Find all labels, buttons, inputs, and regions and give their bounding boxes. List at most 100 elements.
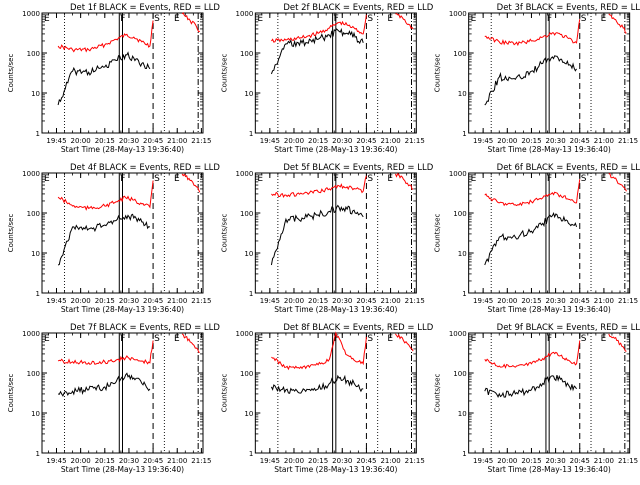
x-tick-label: 19:45 <box>46 137 66 145</box>
x-tick-label: 20:45 <box>143 137 163 145</box>
x-tick-label: 21:15 <box>618 137 638 145</box>
y-tick-label: 1000 <box>236 10 254 18</box>
x-tick-label: 21:15 <box>405 457 425 465</box>
y-tick-label: 100 <box>27 50 40 58</box>
y-tick-label: 1000 <box>236 330 254 338</box>
x-tick-label: 21:15 <box>405 137 425 145</box>
x-tick-label: 20:30 <box>546 297 566 305</box>
x-tick-label: 20:15 <box>521 297 541 305</box>
events-series-line <box>57 51 151 106</box>
chart-title: Det 5f BLACK = Events, RED = LLD <box>283 163 433 173</box>
panel-det-9: Det 9f BLACK = Events, RED = LLD 1 10 100 10… <box>434 323 640 474</box>
chart-title: Det 7f BLACK = Events, RED = LLD <box>70 323 220 333</box>
x-tick-label: 20:45 <box>143 297 163 305</box>
y-axis-label: Counts/sec <box>220 374 228 413</box>
x-tick-label: 20:45 <box>570 137 590 145</box>
interval-marker-label: E <box>257 334 263 344</box>
y-tick-label: 10 <box>458 90 467 98</box>
x-tick-label: 20:00 <box>497 297 517 305</box>
interval-marker-label: E <box>471 174 477 184</box>
interval-marker-label: S <box>154 174 160 184</box>
x-tick-label: 20:30 <box>546 457 566 465</box>
lld-series-line <box>484 19 581 47</box>
x-tick-label: 20:45 <box>570 457 590 465</box>
x-tick-label: 20:00 <box>284 457 304 465</box>
x-tick-label: 20:15 <box>521 137 541 145</box>
x-tick-label: 20:45 <box>570 297 590 305</box>
interval-marker-label: S <box>581 14 587 24</box>
x-tick-label: 20:15 <box>95 297 115 305</box>
x-axis-label: Start Time (28-May-13 19:36:40) <box>274 305 397 314</box>
x-tick-label: 20:30 <box>119 457 139 465</box>
interval-marker-label: F <box>547 14 552 24</box>
y-tick-label: 1000 <box>449 170 467 178</box>
x-tick-label: 21:00 <box>167 137 187 145</box>
y-tick-label: 100 <box>453 50 466 58</box>
interval-marker-label: S <box>581 174 587 184</box>
x-tick-label: 20:45 <box>143 457 163 465</box>
x-tick-label: 20:15 <box>308 457 328 465</box>
x-axis-label: Start Time (28-May-13 19:36:40) <box>61 145 184 154</box>
events-series-line <box>270 374 364 394</box>
x-axis-label: Start Time (28-May-13 19:36:40) <box>488 305 611 314</box>
x-axis-label: Start Time (28-May-13 19:36:40) <box>274 465 397 474</box>
lld-series-line <box>394 172 414 190</box>
x-tick-label: 20:00 <box>284 137 304 145</box>
x-tick-label: 19:45 <box>46 457 66 465</box>
x-tick-label: 20:00 <box>71 297 91 305</box>
x-axis-label: Start Time (28-May-13 19:36:40) <box>61 305 184 314</box>
y-tick-label: 100 <box>453 370 466 378</box>
interval-marker-label: E <box>387 334 393 344</box>
chart-title: Det 3f BLACK = Events, RED = LLD <box>497 3 640 13</box>
y-tick-label: 10 <box>31 410 40 418</box>
y-tick-label: 1000 <box>236 170 254 178</box>
chart-title: Det 2f BLACK = Events, RED = LLD <box>283 3 433 13</box>
panel-det-4: Det 4f BLACK = Events, RED = LLD 1 10 100 10… <box>7 163 220 314</box>
y-tick-label: 10 <box>244 90 253 98</box>
y-axis-label: Counts/sec <box>220 54 228 93</box>
interval-marker-label: S <box>367 14 373 24</box>
x-tick-label: 21:15 <box>191 137 211 145</box>
y-tick-label: 100 <box>240 210 253 218</box>
x-tick-label: 20:30 <box>119 137 139 145</box>
interval-marker-label: E <box>44 14 50 24</box>
lld-series-line <box>57 340 154 366</box>
lld-series-line <box>57 180 154 211</box>
interval-marker-label: E <box>471 334 477 344</box>
lld-series-line <box>484 179 581 207</box>
x-tick-label: 20:30 <box>332 297 352 305</box>
interval-marker-label: F <box>334 334 339 344</box>
panel-det-2: Det 2f BLACK = Events, RED = LLD 1 10 100 10… <box>220 3 433 154</box>
y-axis-label: Counts/sec <box>7 54 15 93</box>
x-tick-label: 20:45 <box>356 457 376 465</box>
y-tick-label: 10 <box>244 250 253 258</box>
y-axis-label: Counts/sec <box>434 374 442 413</box>
x-tick-label: 21:00 <box>594 457 614 465</box>
x-tick-label: 20:15 <box>308 297 328 305</box>
interval-marker-label: E <box>601 14 607 24</box>
lld-series-line <box>395 333 414 352</box>
x-tick-label: 19:45 <box>473 457 493 465</box>
x-tick-label: 20:00 <box>497 457 517 465</box>
chart-title: Det 4f BLACK = Events, RED = LLD <box>70 163 220 173</box>
events-series-line <box>484 211 578 266</box>
events-series-line <box>270 27 364 75</box>
interval-marker-label: E <box>387 174 393 184</box>
panel-det-8: Det 8f BLACK = Events, RED = LLD 1 10 100 10… <box>220 323 433 474</box>
interval-marker-label: E <box>174 14 180 24</box>
lld-series-line <box>271 175 367 199</box>
y-tick-label: 1000 <box>449 10 467 18</box>
x-tick-label: 21:00 <box>167 457 187 465</box>
y-tick-label: 1 <box>249 130 253 138</box>
x-tick-label: 21:15 <box>191 457 211 465</box>
panel-det-1: Det 1f BLACK = Events, RED = LLD 1 10 100 10… <box>7 3 220 154</box>
chart-title: Det 1f BLACK = Events, RED = LLD <box>70 3 220 13</box>
lld-series-line <box>271 331 367 371</box>
x-tick-label: 19:45 <box>260 457 280 465</box>
interval-marker-label: S <box>367 174 373 184</box>
interval-marker-label: F <box>120 174 125 184</box>
lld-series-line <box>181 173 201 193</box>
lld-series-line <box>608 172 627 192</box>
interval-marker-label: F <box>334 174 339 184</box>
lld-series-line <box>395 13 414 30</box>
